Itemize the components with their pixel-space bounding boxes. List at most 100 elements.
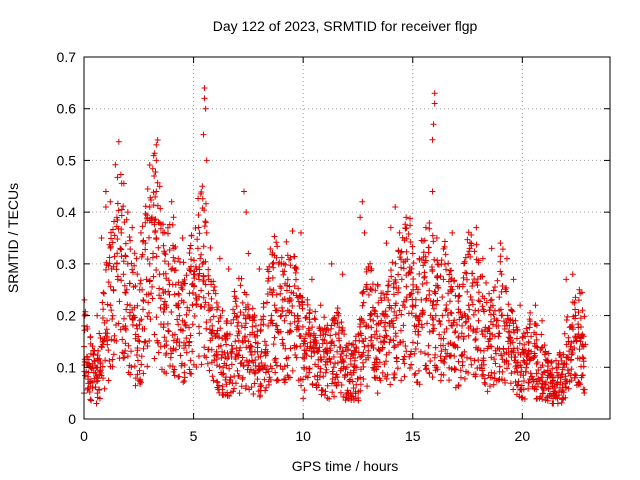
data-point (487, 335, 494, 342)
data-point (279, 304, 286, 311)
data-point (161, 258, 168, 265)
data-point (353, 344, 360, 351)
data-point (541, 381, 548, 388)
data-point (341, 331, 348, 338)
data-point (93, 400, 100, 407)
data-point (459, 283, 466, 290)
data-point (249, 323, 256, 330)
data-point (203, 319, 210, 326)
data-point (195, 224, 202, 231)
data-point (353, 364, 360, 371)
data-point (549, 365, 556, 372)
data-point (198, 188, 205, 195)
data-point (440, 335, 447, 342)
data-point (118, 212, 125, 219)
data-point (458, 352, 465, 359)
data-point (554, 395, 561, 402)
data-point (559, 366, 566, 373)
data-point (429, 136, 436, 143)
data-point (518, 394, 525, 401)
data-point (431, 90, 438, 97)
data-point (576, 346, 583, 353)
data-point (197, 255, 204, 262)
data-point (331, 342, 338, 349)
data-point (210, 377, 217, 384)
data-point (271, 233, 278, 240)
data-point (261, 338, 268, 345)
data-point (115, 207, 122, 214)
data-point (376, 333, 383, 340)
data-point (577, 324, 584, 331)
data-point (389, 320, 396, 327)
data-point (363, 281, 370, 288)
data-point (89, 360, 96, 367)
data-point (202, 200, 209, 207)
data-point (309, 324, 316, 331)
y-tick-label: 0.4 (57, 204, 77, 220)
data-point (204, 360, 211, 367)
data-point (566, 378, 573, 385)
data-point (368, 324, 375, 331)
data-point (273, 291, 280, 298)
data-point (335, 335, 342, 342)
data-point (258, 360, 265, 367)
data-point (296, 293, 303, 300)
data-point (379, 345, 386, 352)
data-point (499, 312, 506, 319)
data-point (516, 340, 523, 347)
data-point (542, 348, 549, 355)
data-point (442, 307, 449, 314)
data-point (168, 350, 175, 357)
data-point (298, 382, 305, 389)
data-point (526, 356, 533, 363)
data-point (478, 328, 485, 335)
data-point (412, 302, 419, 309)
data-point (571, 371, 578, 378)
data-point (419, 310, 426, 317)
data-point (339, 358, 346, 365)
data-point (174, 316, 181, 323)
data-point (166, 246, 173, 253)
data-point (534, 380, 541, 387)
data-point (463, 270, 470, 277)
data-point (493, 350, 500, 357)
data-point (359, 290, 366, 297)
data-point (205, 302, 212, 309)
data-point (517, 302, 524, 309)
data-point (533, 395, 540, 402)
data-point (543, 357, 550, 364)
data-point (138, 361, 145, 368)
data-point (281, 363, 288, 370)
data-point (441, 329, 448, 336)
data-point (180, 259, 187, 266)
data-point (148, 196, 155, 203)
data-point (487, 374, 494, 381)
data-point (183, 272, 190, 279)
data-point (124, 209, 131, 216)
data-point (581, 386, 588, 393)
data-point (497, 306, 504, 313)
data-point (175, 255, 182, 262)
data-point (384, 282, 391, 289)
data-point (133, 255, 140, 262)
data-point (150, 189, 157, 196)
data-point (193, 297, 200, 303)
data-point (108, 229, 115, 236)
data-point (421, 237, 428, 244)
data-point (214, 362, 221, 369)
data-point (576, 286, 583, 293)
data-point (337, 389, 344, 396)
data-point (230, 388, 237, 395)
data-point (134, 345, 141, 352)
data-point (161, 343, 168, 350)
data-point (270, 287, 277, 294)
data-point (577, 315, 584, 322)
data-point (172, 346, 179, 353)
data-point (123, 326, 130, 333)
data-point (392, 302, 399, 309)
data-point (113, 260, 120, 267)
data-point (359, 359, 366, 366)
data-point (492, 284, 499, 291)
data-point (430, 121, 437, 128)
data-point (475, 297, 482, 304)
